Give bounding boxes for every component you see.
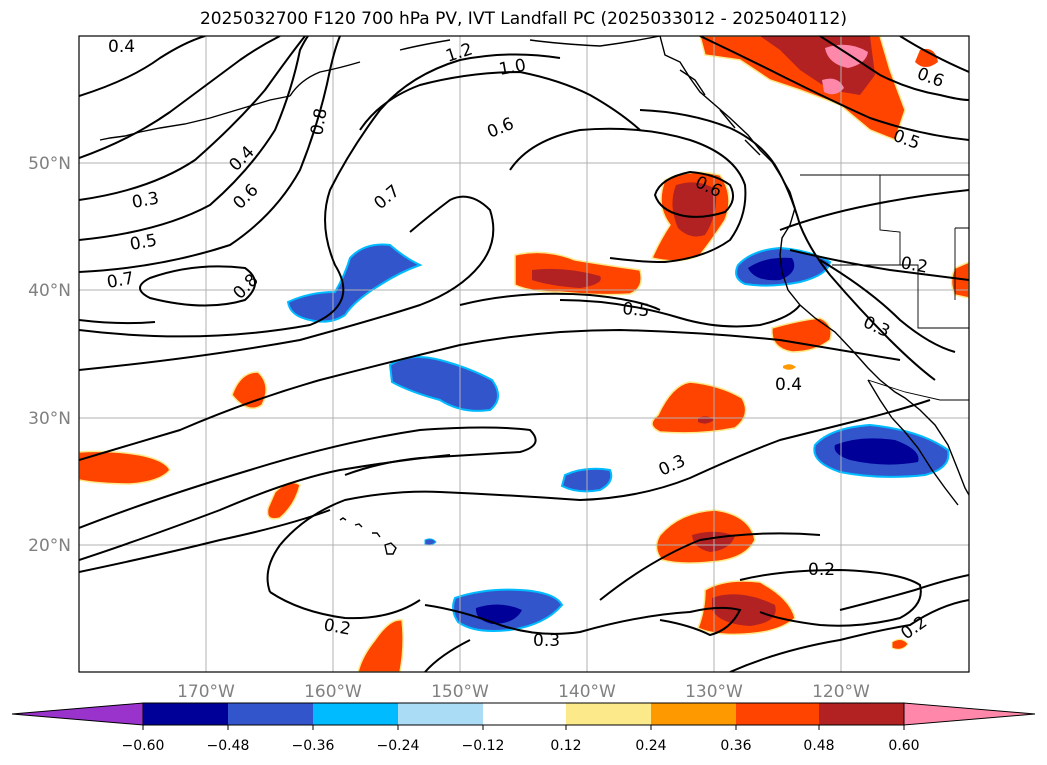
negative-anomaly	[813, 423, 950, 478]
contour-label: 1.0	[497, 56, 527, 80]
lat-tick-label: 20°N	[28, 536, 71, 556]
colorbar-frame	[142, 702, 905, 726]
colorbar-tick-label: 0.12	[550, 738, 581, 754]
colorbar-tick-label: 0.24	[635, 738, 666, 754]
map-frame	[78, 35, 970, 673]
colorbar-segment	[819, 703, 904, 725]
contour-label: 0.2	[322, 615, 352, 639]
lat-tick-label: 30°N	[28, 409, 71, 429]
colorbar-tick-label: −0.48	[207, 738, 250, 754]
lon-tick-label: 130°W	[685, 682, 743, 702]
coastlines	[99, 36, 969, 555]
contour-label: 0.2	[808, 560, 835, 580]
contour-label: 0.3	[533, 631, 560, 651]
lon-axis-labels: 170°W 160°W 150°W 140°W 130°W 120°W	[177, 682, 870, 702]
colorbar-tick-label: −0.24	[377, 738, 420, 754]
political-borders	[800, 174, 969, 401]
contour-label: 0.4	[108, 37, 135, 57]
colorbar-segment	[228, 703, 313, 725]
colorbar-tick-label: 0.36	[720, 738, 751, 754]
contour-label: 0.8	[307, 107, 331, 137]
colorbar-tick-label: −0.36	[292, 738, 335, 754]
lon-tick-label: 170°W	[177, 682, 235, 702]
colorbar-segment	[651, 703, 736, 725]
lon-tick-label: 120°W	[812, 682, 870, 702]
colorbar-segment	[398, 703, 483, 725]
colorbar-extend-min	[11, 702, 144, 726]
contour-label: 0.3	[130, 189, 160, 213]
lon-tick-label: 140°W	[558, 682, 616, 702]
contour-label: 0.5	[622, 299, 651, 321]
colorbar-segment	[483, 703, 566, 725]
contour-label: 0.2	[899, 253, 929, 277]
colorbar-tick-label: −0.12	[462, 738, 505, 754]
contour-label: 0.5	[128, 231, 158, 255]
negative-anomaly	[388, 355, 499, 412]
lon-tick-label: 150°W	[431, 682, 489, 702]
contour-label: 0.4	[775, 375, 802, 395]
map-title: 2025032700 F120 700 hPa PV, IVT Landfall…	[199, 9, 847, 29]
lat-tick-label: 50°N	[28, 154, 71, 174]
positive-anomaly	[357, 619, 404, 672]
pv-contours	[79, 36, 969, 672]
colorbar-extend-max	[903, 702, 1036, 726]
positive-anomaly	[771, 317, 832, 353]
positive-anomaly	[514, 251, 642, 296]
colorbar: −0.60 −0.48 −0.36 −0.24 −0.12 0.12 0.24 …	[11, 702, 1036, 754]
positive-anomaly	[697, 580, 796, 636]
lat-axis-labels: 50°N 40°N 30°N 20°N	[28, 154, 71, 556]
colorbar-tick-label: −0.60	[122, 738, 165, 754]
colorbar-segment	[566, 703, 651, 725]
colorbar-segment	[313, 703, 398, 725]
contour-label: 0.7	[105, 269, 135, 293]
positive-anomaly	[79, 450, 171, 485]
map-panel: 0.4 1.2 1.0 0.8 0.6 0.4 0.6 0.3 0.5 0.7 …	[79, 36, 969, 672]
colorbar-tick-label: 0.48	[803, 738, 834, 754]
negative-anomaly	[452, 588, 564, 632]
colorbar-segment	[736, 703, 819, 725]
lon-tick-label: 160°W	[304, 682, 362, 702]
gridlines	[79, 36, 969, 672]
colorbar-segment	[143, 703, 228, 725]
lat-tick-label: 40°N	[28, 281, 71, 301]
positive-anomaly	[651, 381, 747, 434]
negative-anomaly	[286, 243, 423, 323]
positive-anomaly	[783, 261, 969, 650]
colorbar-tick-label: 0.60	[888, 738, 919, 754]
